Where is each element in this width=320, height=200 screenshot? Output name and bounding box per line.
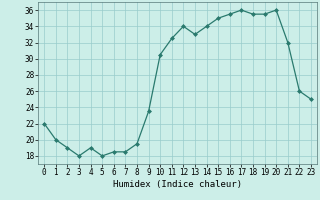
X-axis label: Humidex (Indice chaleur): Humidex (Indice chaleur) xyxy=(113,180,242,189)
